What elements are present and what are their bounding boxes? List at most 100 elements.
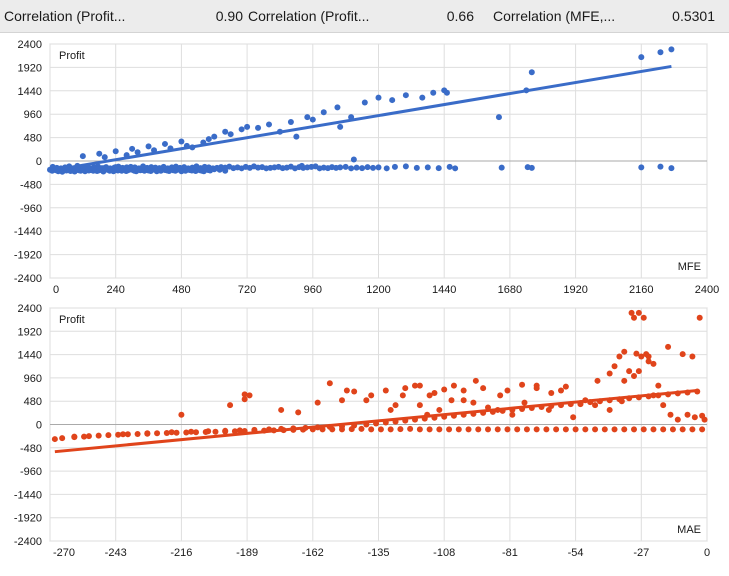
data-point bbox=[640, 426, 647, 433]
x-tick-label: 1680 bbox=[498, 284, 522, 296]
x-tick-label: 1440 bbox=[432, 284, 456, 296]
data-point bbox=[426, 426, 433, 433]
y-tick-label: -1920 bbox=[14, 250, 42, 262]
data-point bbox=[101, 154, 108, 161]
x-tick-label: -108 bbox=[433, 547, 455, 559]
data-point bbox=[592, 402, 599, 409]
y-tick-label: -1440 bbox=[14, 226, 42, 238]
data-point bbox=[173, 429, 180, 436]
data-point bbox=[495, 114, 502, 121]
data-point bbox=[309, 116, 316, 123]
metric-label: Correlation (Profit... bbox=[248, 8, 370, 24]
x-tick-label: 240 bbox=[107, 284, 125, 296]
data-point bbox=[105, 432, 112, 439]
data-point bbox=[618, 398, 625, 405]
data-point bbox=[129, 145, 136, 152]
x-tick-label: 480 bbox=[172, 284, 190, 296]
data-point bbox=[278, 406, 285, 413]
data-point bbox=[387, 426, 394, 433]
data-point bbox=[205, 428, 212, 435]
data-point bbox=[361, 99, 368, 106]
data-point bbox=[399, 392, 406, 399]
data-point bbox=[660, 426, 667, 433]
data-point bbox=[699, 426, 706, 433]
data-point bbox=[460, 387, 467, 394]
data-point bbox=[205, 136, 212, 143]
data-point bbox=[183, 429, 190, 436]
data-point bbox=[359, 165, 366, 172]
trend-line bbox=[54, 389, 698, 454]
y-tick-label: -2400 bbox=[14, 536, 42, 548]
data-point bbox=[402, 163, 409, 170]
data-point bbox=[244, 123, 251, 130]
data-point bbox=[238, 126, 245, 133]
data-point bbox=[287, 119, 294, 125]
data-point bbox=[631, 314, 637, 321]
x-tick-label: -270 bbox=[53, 547, 75, 559]
data-point bbox=[255, 124, 262, 131]
data-point bbox=[696, 314, 703, 321]
data-point bbox=[475, 426, 482, 433]
data-point bbox=[314, 399, 321, 406]
y-tick-label: -1440 bbox=[14, 489, 42, 501]
y-tick-label: 0 bbox=[36, 420, 42, 432]
data-point bbox=[211, 133, 218, 140]
data-point bbox=[424, 164, 431, 171]
y-tick-label: 1440 bbox=[18, 350, 42, 362]
data-point bbox=[124, 431, 131, 438]
data-point bbox=[81, 433, 88, 440]
data-point bbox=[368, 392, 375, 399]
data-point bbox=[635, 309, 642, 316]
data-point bbox=[441, 386, 448, 393]
data-point bbox=[212, 428, 219, 435]
data-point bbox=[470, 399, 477, 406]
data-point bbox=[528, 164, 535, 171]
data-point bbox=[112, 164, 119, 171]
metric-correlation-profit-mfe: Correlation (Profit... 0.90 bbox=[0, 0, 245, 33]
data-point bbox=[691, 414, 698, 421]
y-tick-label: -2400 bbox=[14, 273, 42, 285]
data-point bbox=[298, 162, 305, 169]
data-point bbox=[382, 387, 389, 394]
data-point bbox=[339, 397, 345, 404]
metrics-bar: Correlation (Profit... 0.90 Correlation … bbox=[0, 0, 729, 33]
data-point bbox=[633, 350, 640, 357]
data-point bbox=[606, 370, 613, 377]
y-tick-label: -960 bbox=[20, 203, 42, 215]
data-point bbox=[701, 416, 708, 423]
metric-correlation-profit-mae: Correlation (Profit... 0.66 bbox=[245, 0, 490, 33]
data-point bbox=[548, 389, 555, 396]
y-tick-label: 1920 bbox=[18, 326, 42, 338]
data-point bbox=[528, 69, 535, 76]
data-point bbox=[657, 49, 664, 56]
y-tick-label: 1920 bbox=[18, 62, 42, 74]
data-point bbox=[391, 163, 398, 170]
data-point bbox=[679, 426, 686, 433]
scatter-chart-2: -270 -243 -216 -189 -162 -135 -108 -81 -54 -27 024… bbox=[14, 303, 710, 559]
data-point bbox=[375, 94, 382, 101]
data-point bbox=[497, 392, 504, 399]
data-point bbox=[90, 164, 97, 171]
data-point bbox=[85, 165, 92, 172]
y-tick-label: -960 bbox=[20, 466, 42, 478]
y-tick-label: -480 bbox=[20, 443, 42, 455]
data-point bbox=[465, 426, 472, 433]
data-point bbox=[293, 133, 300, 140]
data-point bbox=[638, 164, 645, 171]
y-tick-label: 480 bbox=[24, 396, 42, 408]
data-point bbox=[545, 406, 552, 413]
data-point bbox=[222, 427, 229, 434]
trend-line bbox=[49, 64, 672, 173]
data-point bbox=[689, 426, 696, 433]
data-point bbox=[543, 426, 550, 433]
data-point bbox=[684, 411, 691, 418]
data-point bbox=[95, 432, 102, 439]
x-tick-label: -54 bbox=[568, 547, 584, 559]
data-point bbox=[655, 382, 662, 389]
data-point bbox=[193, 429, 199, 436]
x-tick-label: 0 bbox=[53, 284, 59, 296]
x-tick-label: -81 bbox=[502, 547, 518, 559]
data-point bbox=[446, 426, 453, 433]
y-tick-label: 1440 bbox=[18, 86, 42, 98]
data-point bbox=[631, 426, 637, 433]
